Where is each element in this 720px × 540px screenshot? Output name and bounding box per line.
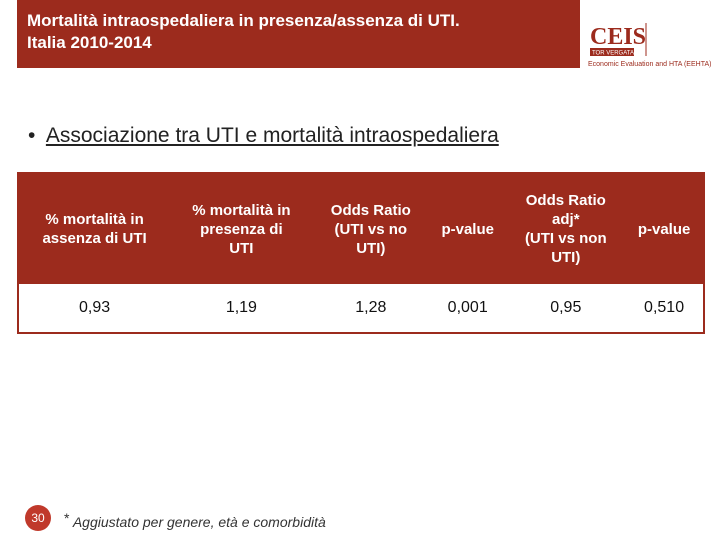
header-line: p-value [637,220,691,238]
header-line: Odds Ratio [330,201,411,219]
data-cell: 0,95 [506,284,626,334]
footnote: * Aggiustato per genere, età e comorbidi… [64,510,326,530]
bullet-text: Associazione tra UTI e mortalità intraos… [45,124,499,147]
data-cell: 0,93 [18,284,171,334]
header-line: % mortalità in [192,201,291,219]
data-row: 0,93 1,19 1,28 0,001 0,95 0,510 [18,284,704,334]
header-line: Odds Ratio [525,192,606,209]
header-cell: p-value [429,173,507,284]
header-cell: Odds Ratio adj* (UTI vs non UTI) [506,173,626,284]
header-line: UTI [229,239,254,257]
logo-unit: Economic Evaluation and HTA (EEHTA) [588,61,711,68]
header-cell: p-value [625,173,704,284]
data-cell: 1,28 [312,284,430,334]
logo: CEIS TOR VERGATA Economic Evaluation and… [588,23,711,68]
footnote-mark: * [64,510,70,526]
header-line: UTI) [551,249,581,266]
header-line: p-value [441,220,494,238]
header-line: adj* [552,211,580,228]
header-line: (UTI vs no [334,220,408,238]
footnote-text: Aggiustato per genere, età e comorbidità [72,514,326,530]
data-cell: 1,19 [170,284,313,334]
header-cell: Odds Ratio (UTI vs no UTI) [312,173,430,284]
header-cell: % mortalità in presenza di UTI [170,173,313,284]
logo-name: CEIS [590,24,646,50]
header-line: % mortalità in [45,211,144,228]
header-line: UTI) [356,239,386,257]
data-cell: 0,001 [429,284,507,334]
logo-university: TOR VERGATA [592,51,634,57]
table: % mortalità in assenza di UTI% mortalità … [17,172,705,334]
bullet: • Associazione tra UTI e mortalità intra… [28,124,499,147]
logo-band [590,48,634,56]
data-cell: 0,510 [625,284,704,334]
title-line: Mortalità intraospedaliera in presenza/a… [27,11,460,30]
title-line: Italia 2010-2014 [27,33,152,52]
page-number: 30 [25,505,51,531]
header-cell: % mortalità in assenza di UTI [18,173,171,284]
header-line: assenza di UTI [42,230,147,247]
header-line: (UTI vs non [524,230,607,247]
header-row: % mortalità in assenza di UTI% mortalità … [18,173,704,284]
title-bar: Mortalità intraospedaliera in presenza/a… [17,0,580,68]
header-line: presenza di [200,220,283,238]
